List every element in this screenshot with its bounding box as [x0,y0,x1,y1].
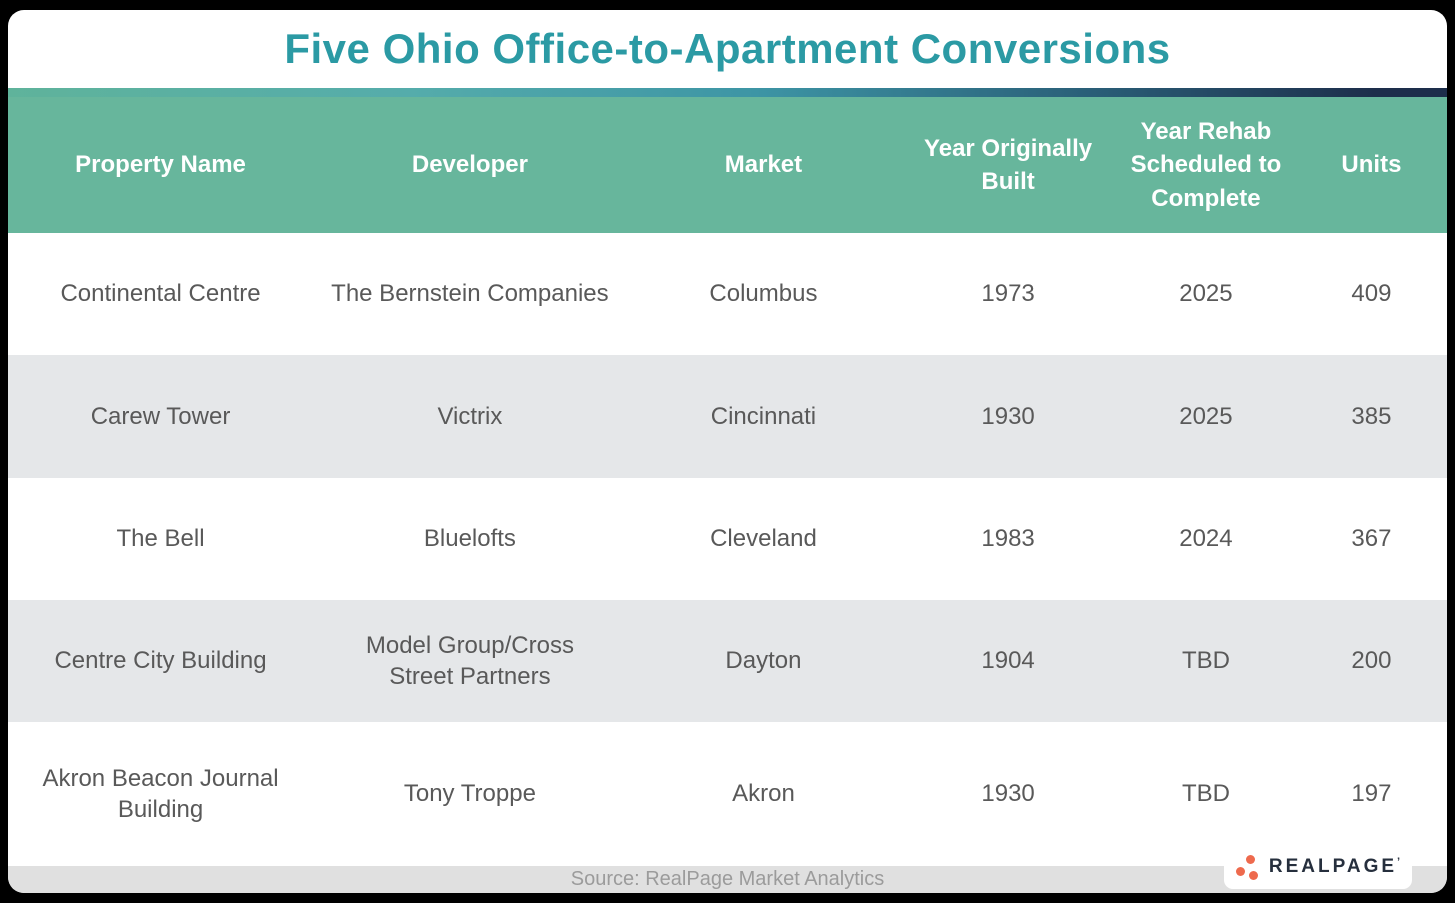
table-row: Akron Beacon Journal Building Tony Tropp… [8,722,1447,866]
accent-gradient-bar [8,88,1447,97]
column-header-market: Market [724,151,803,179]
cell-units: 200 [1351,647,1392,675]
cell-year-rehab: 2024 [1179,525,1233,553]
cell-year-rehab: 2025 [1179,402,1233,430]
cell-property-name: Carew Tower [90,402,231,430]
column-header-property-name: Property Name [75,151,246,179]
cell-year-rehab: TBD [1181,780,1230,808]
realpage-dots-icon [1235,854,1261,881]
conversions-table: Property Name Developer Market Year Orig… [8,97,1447,866]
cell-year-built: 1983 [981,525,1035,553]
page-title: Five Ohio Office-to-Apartment Conversion… [284,25,1171,72]
column-header-developer: Developer [411,151,528,179]
cell-year-built: 1930 [981,780,1035,808]
table-row: Carew Tower Victrix Cincinnati 1930 2025… [8,355,1447,478]
column-header-year-rehab: Year Rehab Scheduled to Complete [1130,118,1282,212]
source-footer-band: Source: RealPage Market Analytics [8,866,1447,893]
cell-market: Columbus [709,280,818,308]
table-header-row: Property Name Developer Market Year Orig… [8,97,1447,233]
cell-property-name: The Bell [116,525,205,553]
trademark-mark: ’ [1397,856,1401,868]
cell-property-name: Centre City Building [54,647,267,675]
cell-market: Cleveland [710,525,817,553]
table-row: The Bell Bluelofts Cleveland 1983 2024 3… [8,478,1447,600]
cell-developer: Victrix [437,402,503,430]
cell-year-built: 1973 [981,280,1035,308]
cell-year-rehab: 2025 [1179,280,1233,308]
cell-property-name: Continental Centre [60,280,261,308]
cell-market: Dayton [725,647,802,675]
cell-property-name: Akron Beacon Journal Building [42,764,279,823]
cell-developer: Tony Troppe [403,780,536,808]
table-row: Centre City Building Model Group/Cross S… [8,600,1447,722]
source-text: Source: RealPage Market Analytics [570,868,885,890]
realpage-logo-text: REALPAGE’ [1268,856,1401,877]
column-header-year-built: Year Originally Built [924,134,1093,195]
cell-units: 197 [1351,780,1392,808]
cell-units: 385 [1351,402,1392,430]
table-row: Continental Centre The Bernstein Compani… [8,233,1447,355]
cell-developer: Bluelofts [423,525,516,553]
cell-units: 409 [1351,280,1392,308]
infographic-card: Five Ohio Office-to-Apartment Conversion… [8,10,1447,893]
cell-year-built: 1904 [981,647,1035,675]
realpage-logo: REALPAGE’ [1224,845,1412,889]
cell-developer: The Bernstein Companies [331,280,609,308]
column-header-units: Units [1341,151,1402,179]
cell-developer: Model Group/Cross Street Partners [365,631,574,690]
cell-year-built: 1930 [981,402,1035,430]
cell-year-rehab: TBD [1181,647,1230,675]
title-row: Five Ohio Office-to-Apartment Conversion… [8,10,1447,88]
cell-market: Akron [732,780,795,808]
cell-market: Cincinnati [710,402,817,430]
cell-units: 367 [1351,525,1392,553]
